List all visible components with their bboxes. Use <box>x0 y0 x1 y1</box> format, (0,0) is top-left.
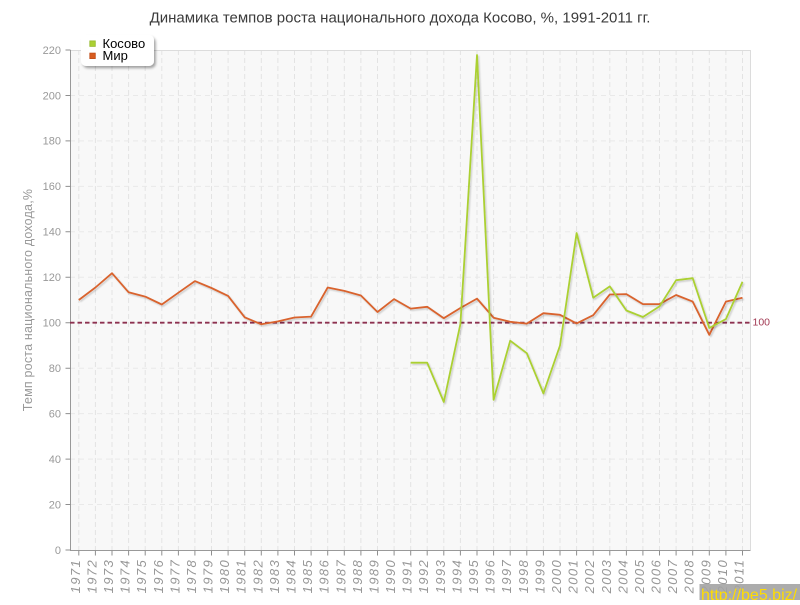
svg-text:1973: 1973 <box>101 559 116 594</box>
svg-text:2004: 2004 <box>615 559 630 595</box>
svg-text:1978: 1978 <box>184 559 199 594</box>
svg-text:Темп роста национального доход: Темп роста национального дохода,% <box>21 189 35 411</box>
svg-text:1985: 1985 <box>300 559 315 594</box>
svg-text:1975: 1975 <box>134 559 149 594</box>
svg-text:1996: 1996 <box>483 559 498 594</box>
svg-text:2002: 2002 <box>582 559 597 595</box>
svg-text:180: 180 <box>43 136 61 148</box>
svg-text:140: 140 <box>43 227 61 239</box>
svg-text:1982: 1982 <box>250 559 265 594</box>
svg-text:2000: 2000 <box>549 559 564 595</box>
svg-text:40: 40 <box>49 454 61 466</box>
svg-text:160: 160 <box>43 181 61 193</box>
svg-text:1988: 1988 <box>350 559 365 594</box>
svg-text:Мир: Мир <box>103 48 128 63</box>
svg-text:100: 100 <box>753 316 771 328</box>
svg-text:1990: 1990 <box>383 559 398 594</box>
svg-text:0: 0 <box>55 545 61 557</box>
svg-text:2008: 2008 <box>682 559 697 595</box>
svg-text:1981: 1981 <box>234 559 249 594</box>
svg-text:80: 80 <box>49 363 61 375</box>
svg-text:2006: 2006 <box>649 559 664 595</box>
svg-text:1991: 1991 <box>400 559 415 594</box>
svg-text:100: 100 <box>43 318 61 330</box>
svg-text:1983: 1983 <box>267 559 282 594</box>
svg-text:1992: 1992 <box>416 559 431 594</box>
svg-text:1984: 1984 <box>284 559 299 594</box>
svg-text:Динамика темпов роста национал: Динамика темпов роста национального дохо… <box>150 10 651 27</box>
svg-text:200: 200 <box>43 90 61 102</box>
svg-text:1997: 1997 <box>499 559 514 594</box>
svg-text:20: 20 <box>49 499 61 511</box>
svg-text:2007: 2007 <box>665 559 680 595</box>
svg-text:1971: 1971 <box>68 559 83 594</box>
svg-text:http://be5.biz/: http://be5.biz/ <box>701 587 798 600</box>
svg-text:1974: 1974 <box>118 559 133 594</box>
svg-text:120: 120 <box>43 272 61 284</box>
svg-text:2001: 2001 <box>566 559 581 595</box>
svg-text:60: 60 <box>49 408 61 420</box>
svg-text:1980: 1980 <box>217 559 232 594</box>
svg-text:1995: 1995 <box>466 559 481 594</box>
svg-text:1972: 1972 <box>84 559 99 594</box>
svg-text:1999: 1999 <box>532 559 547 594</box>
svg-text:1998: 1998 <box>516 559 531 594</box>
svg-text:1986: 1986 <box>317 559 332 594</box>
svg-text:1979: 1979 <box>201 559 216 594</box>
svg-text:1989: 1989 <box>367 559 382 594</box>
svg-text:2003: 2003 <box>599 559 614 595</box>
svg-text:1977: 1977 <box>167 559 182 594</box>
svg-text:1993: 1993 <box>433 559 448 594</box>
svg-text:2005: 2005 <box>632 559 647 595</box>
svg-text:220: 220 <box>43 45 61 57</box>
svg-text:1976: 1976 <box>151 559 166 594</box>
svg-text:1987: 1987 <box>333 559 348 594</box>
svg-text:1994: 1994 <box>449 559 464 594</box>
